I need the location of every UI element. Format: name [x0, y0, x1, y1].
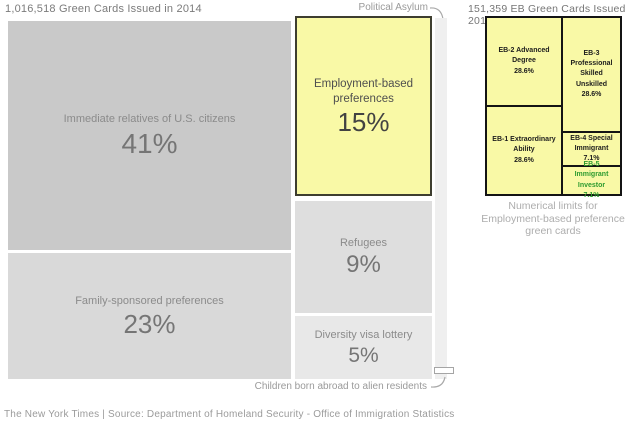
eb-treemap-tile-eb5-immigrant-investor: EB-5 Immigrant Investor 7.1%	[561, 161, 622, 199]
political-asylum-connector-line	[429, 7, 444, 20]
eb-tile-percentage: 28.6%	[514, 156, 534, 164]
eb-tile-percentage: 7.1%	[583, 191, 600, 199]
treemap-tile-family-sponsored: Family-sponsored preferences 23%	[8, 253, 291, 379]
eb-tile-label: EB-1 Extraordinary Ability	[492, 136, 556, 154]
children-born-abroad-connector-line	[431, 376, 446, 388]
treemap-tile-refugees: Refugees 9%	[295, 201, 432, 313]
eb-tile-label: EB-2 Advanced Degree	[498, 47, 550, 65]
eb-tile-label: EB-4 Special Immigrant	[570, 134, 613, 152]
treemap-tile-children-born-abroad-marker	[434, 367, 454, 374]
eb-tile-text: EB-5 Immigrant Investor 7.1%	[563, 160, 620, 201]
eb-tile-text: EB-2 Advanced Degree 28.6%	[487, 46, 561, 76]
treemap-tile-political-asylum-strip	[435, 18, 447, 379]
eb-treemap-tile-eb1-extraordinary-ability: EB-1 Extraordinary Ability 28.6%	[485, 105, 563, 196]
eb-tile-percentage: 7.1%	[583, 155, 600, 163]
tile-percentage: 5%	[348, 344, 379, 368]
treemap-tile-employment-based: Employment-based preferences 15%	[295, 16, 432, 196]
main-chart-title: 1,016,518 Green Cards Issued in 2014	[5, 3, 202, 15]
children-born-abroad-callout-label: Children born abroad to alien residents	[254, 381, 427, 392]
eb-tile-percentage: 28.6%	[514, 67, 534, 75]
eb-tile-label: EB-3 Professional Skilled Unskilled	[570, 50, 613, 88]
tile-percentage: 23%	[123, 309, 176, 340]
tile-label: Immediate relatives of U.S. citizens	[63, 113, 236, 126]
tile-label: Diversity visa lottery	[314, 328, 413, 341]
eb-treemap-caption: Numerical limits for Employment-based pr…	[481, 200, 625, 238]
eb-tile-text: EB-4 Special Immigrant 7.1%	[563, 134, 620, 164]
eb-tile-label: EB-5 Immigrant Investor	[574, 161, 609, 189]
source-attribution-line: The New York Times | Source: Department …	[4, 409, 455, 420]
tile-label: Family-sponsored preferences	[75, 294, 224, 307]
political-asylum-callout-label: Political Asylum	[358, 2, 428, 13]
treemap-tile-diversity-visa-lottery: Diversity visa lottery 5%	[295, 316, 432, 379]
eb-treemap-tile-eb2-advanced-degree: EB-2 Advanced Degree 28.6%	[485, 16, 563, 107]
eb-tile-percentage: 28.6%	[581, 90, 602, 98]
tile-percentage: 9%	[346, 251, 381, 279]
eb-tile-text: EB-1 Extraordinary Ability 28.6%	[487, 135, 561, 165]
eb-treemap-tile-eb4-special-immigrant: EB-4 Special Immigrant 7.1%	[561, 131, 622, 167]
eb-tile-text: EB-3 Professional Skilled Unskilled 28.6…	[563, 49, 620, 100]
eb-treemap-tile-eb3-professional: EB-3 Professional Skilled Unskilled 28.6…	[561, 16, 622, 133]
tile-percentage: 15%	[337, 106, 390, 137]
tile-percentage: 41%	[121, 127, 178, 159]
tile-label: Employment-based preferences	[313, 78, 414, 105]
treemap-tile-immediate-relatives: Immediate relatives of U.S. citizens 41%	[8, 21, 291, 250]
tile-label: Refugees	[339, 236, 388, 249]
